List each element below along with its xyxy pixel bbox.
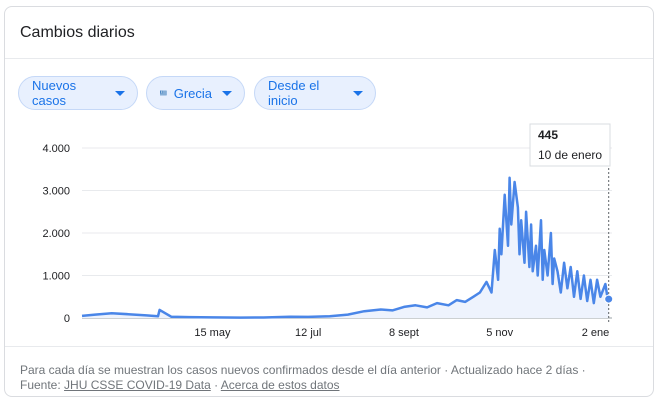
y-tick-label: 0 [64, 313, 70, 325]
x-tick-label: 15 may [194, 327, 231, 339]
y-tick-label: 4.000 [42, 143, 70, 155]
footer: Para cada día se muestran los casos nuev… [20, 363, 586, 393]
y-axis-ticks: 0 1.000 2.000 3.000 4.000 [42, 143, 70, 325]
y-tick-label: 3.000 [42, 186, 70, 198]
x-axis-ticks: 15 may 12 jul 8 sept 5 nov 2 ene [194, 327, 609, 339]
about-data-link[interactable]: Acerca de estos datos [220, 378, 340, 392]
y-tick-label: 2.000 [42, 228, 70, 240]
footer-divider [5, 346, 653, 347]
country-dropdown[interactable]: Grecia [146, 76, 245, 110]
x-tick-label: 5 nov [486, 327, 513, 339]
metric-dropdown[interactable]: Nuevos casos [18, 76, 138, 110]
greece-flag-icon [160, 90, 167, 96]
footer-separator: · [214, 378, 219, 392]
tooltip-value: 445 [538, 128, 558, 142]
tooltip-box [529, 123, 611, 167]
source-prefix: Fuente: [20, 378, 61, 392]
range-dropdown-label: Desde el inicio [268, 78, 320, 108]
tooltip-date: 10 de enero [538, 148, 602, 162]
series-line [81, 176, 610, 319]
y-tick-label: 1.000 [42, 271, 70, 283]
footer-source-line: Fuente: JHU CSSE COVID-19 Data · Acerca … [20, 378, 586, 393]
header-divider [5, 58, 653, 59]
footer-note: Para cada día se muestran los casos nuev… [20, 363, 586, 377]
chevron-down-icon [222, 90, 232, 96]
x-tick-label: 12 jul [295, 327, 321, 339]
x-tick-label: 8 sept [389, 327, 419, 339]
x-tick-label: 2 ene [582, 327, 610, 339]
country-dropdown-label: Grecia [173, 85, 212, 101]
series-area [82, 177, 609, 318]
card-title: Cambios diarios [20, 24, 135, 41]
chevron-down-icon [353, 90, 363, 96]
metric-dropdown-label: Nuevos casos [32, 78, 77, 108]
tooltip: 445 10 de enero [529, 123, 611, 167]
source-link[interactable]: JHU CSSE COVID-19 Data [64, 378, 211, 392]
chevron-down-icon [115, 90, 125, 96]
hover-point[interactable] [604, 294, 614, 304]
range-dropdown[interactable]: Desde el inicio [254, 76, 376, 110]
daily-changes-card: Cambios diarios Nuevos casos Grecia Desd… [4, 6, 654, 397]
